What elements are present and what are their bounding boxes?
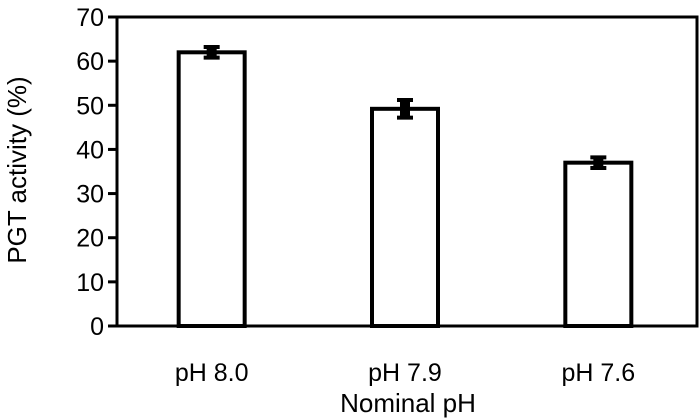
y-tick-label: 60 [76, 48, 104, 76]
y-tick-label: 20 [76, 225, 104, 253]
x-axis-title: Nominal pH [340, 388, 476, 418]
category-label: pH 8.0 [175, 359, 249, 387]
category-label: pH 7.9 [368, 359, 442, 387]
x-labels-group: pH 8.0 pH 7.9 pH 7.6 [175, 359, 635, 387]
y-tick-label: 40 [76, 136, 104, 164]
error-bar-body [593, 157, 604, 168]
y-tick-label: 10 [76, 269, 104, 297]
bars-group [176, 50, 634, 329]
y-ticks-group: 0 10 20 30 40 50 60 70 [76, 4, 117, 341]
bar [563, 160, 634, 328]
y-tick-label: 50 [76, 92, 104, 120]
bar [370, 106, 440, 329]
y-axis-title: PGT activity (%) [2, 76, 32, 263]
error-bar-body [206, 47, 217, 58]
y-tick-label: 70 [76, 4, 104, 32]
y-tick-label: 30 [76, 181, 104, 209]
error-bars-group [203, 45, 607, 170]
error-bar-body [400, 99, 410, 118]
category-label: pH 7.6 [561, 359, 635, 387]
y-tick-label: 0 [90, 313, 104, 341]
bar [176, 50, 247, 328]
